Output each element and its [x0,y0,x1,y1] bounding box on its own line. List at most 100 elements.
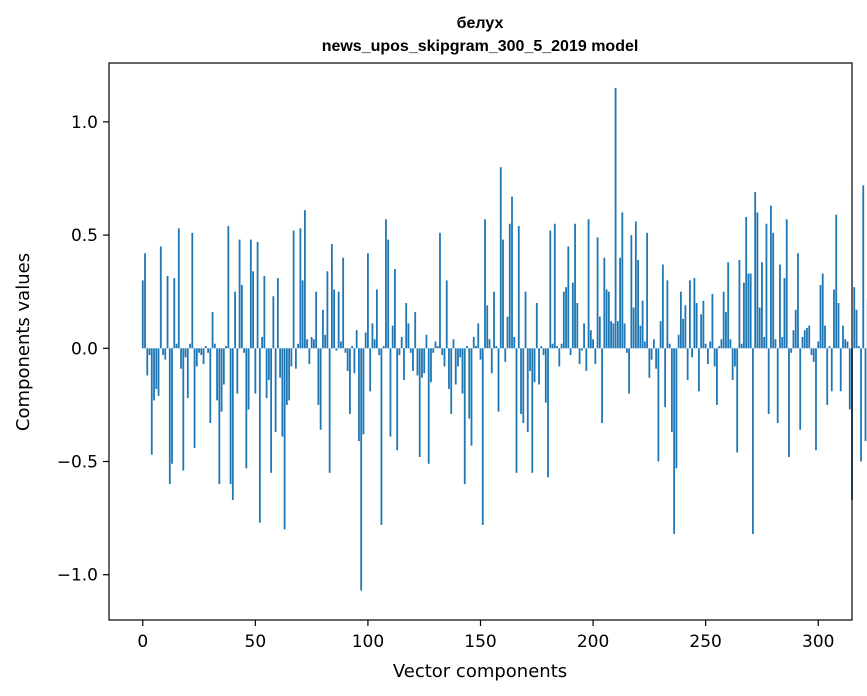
bar-172 [529,348,531,371]
bar-277 [765,223,768,349]
bar-275 [761,262,763,349]
bar-263 [734,348,736,367]
bar-269 [747,273,750,349]
bar-71 [301,280,304,349]
bar-57 [270,348,273,473]
chart-title: белух [457,15,504,32]
bar-206 [605,289,608,349]
bar-309 [837,303,840,349]
bar-173 [531,348,534,473]
bar-64 [285,348,288,405]
bar-133 [441,348,444,356]
bar-82 [326,271,329,349]
bar-294 [803,330,806,349]
bar-312 [844,339,847,349]
bar-303 [824,325,826,349]
bar-219 [634,221,637,349]
y-tick-label: 0.0 [71,339,98,359]
bar-316 [853,287,856,349]
bar-53 [261,336,263,349]
y-axis: −1.0 −0.5 0.0 0.5 1.0 [57,113,109,586]
bar-245 [693,278,696,349]
bar-175 [535,303,538,349]
bar-251 [707,348,709,365]
bar-29 [207,348,209,353]
bar-180 [547,348,549,478]
bar-101 [369,348,372,392]
bar-17 [180,348,182,369]
bar-8 [159,246,162,349]
bar-96 [358,348,360,442]
bar-77 [315,291,318,349]
bar-300 [817,341,820,349]
bar-192 [574,223,576,349]
bar-104 [376,289,378,349]
bar-139 [454,348,457,385]
bar-111 [391,325,394,349]
bar-1 [144,253,146,349]
bar-302 [821,273,824,349]
bar-88 [340,341,342,349]
bar-68 [294,348,297,369]
bar-61 [279,348,282,378]
bar-253 [711,293,714,349]
bar-199 [589,330,592,349]
bar-79 [319,348,322,430]
bar-267 [743,282,745,349]
bar-247 [698,348,700,392]
bar-47 [247,348,250,410]
bar-135 [445,280,448,349]
bar-120 [412,348,414,371]
bar-117 [405,303,408,349]
bar-281 [774,339,777,349]
bar-126 [425,334,428,349]
bar-166 [515,348,518,473]
bar-179 [544,348,547,403]
bar-227 [652,339,655,349]
bar-7 [157,348,160,396]
bar-151 [481,348,484,525]
bar-41 [234,291,236,349]
bar-319 [860,348,862,462]
bar-159 [499,167,502,349]
bar-87 [337,291,340,349]
bar-233 [666,280,669,349]
bar-169 [522,348,525,424]
bar-73 [306,339,309,349]
bar-194 [578,348,581,365]
bar-158 [497,348,500,412]
bar-182 [551,343,554,349]
bar-46 [245,348,248,469]
bar-171 [526,348,529,433]
bar-106 [380,348,383,525]
bar-24 [195,348,198,367]
bar-0 [141,280,144,349]
bar-134 [443,348,446,367]
bar-257 [720,339,723,349]
bar-129 [432,348,435,353]
bar-160 [502,239,504,349]
bar-204 [601,348,603,424]
bar-189 [567,246,570,349]
bar-262 [731,348,734,380]
bar-14 [173,278,176,349]
bar-39 [229,348,232,485]
bar-78 [317,348,320,405]
bar-92 [349,348,351,414]
bar-156 [493,291,495,349]
bar-217 [630,235,633,349]
bar-181 [549,230,552,349]
bar-187 [562,291,565,349]
bar-48 [249,239,252,349]
bar-244 [691,348,694,358]
bar-301 [819,284,822,349]
x-tick-label: 50 [245,632,267,652]
bar-16 [177,228,180,349]
bar-124 [421,348,423,378]
bar-94 [353,348,356,374]
bar-167 [517,226,520,349]
bar-162 [506,316,509,349]
bar-288 [790,348,793,353]
bar-270 [749,273,752,349]
